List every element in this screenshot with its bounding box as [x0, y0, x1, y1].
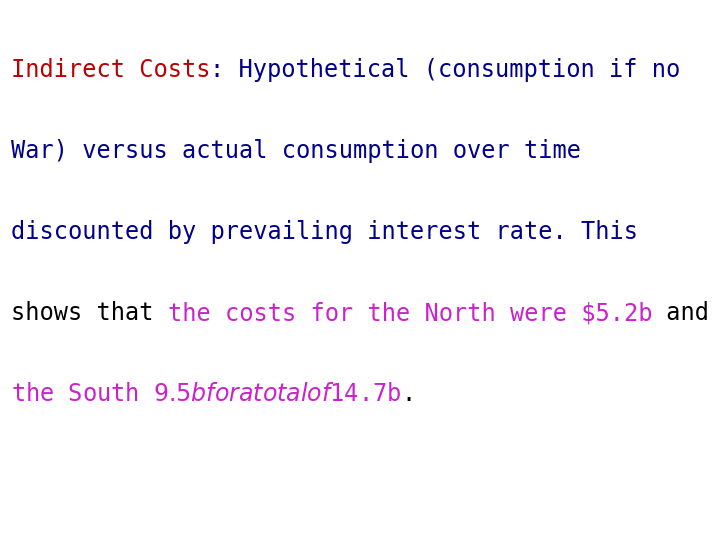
Text: Indirect Costs: Indirect Costs: [11, 58, 210, 82]
Text: War) versus actual consumption over time: War) versus actual consumption over time: [11, 139, 581, 163]
Text: shows that: shows that: [11, 301, 168, 325]
Text: the costs for the North were $5.2b: the costs for the North were $5.2b: [168, 301, 652, 325]
Text: the South $9.5b for a total of $14.7b: the South $9.5b for a total of $14.7b: [11, 382, 401, 406]
Text: : Hypothetical (consumption if no: : Hypothetical (consumption if no: [210, 58, 680, 82]
Text: and: and: [652, 301, 709, 325]
Text: discounted by prevailing interest rate. This: discounted by prevailing interest rate. …: [11, 220, 638, 244]
Text: .: .: [401, 382, 415, 406]
